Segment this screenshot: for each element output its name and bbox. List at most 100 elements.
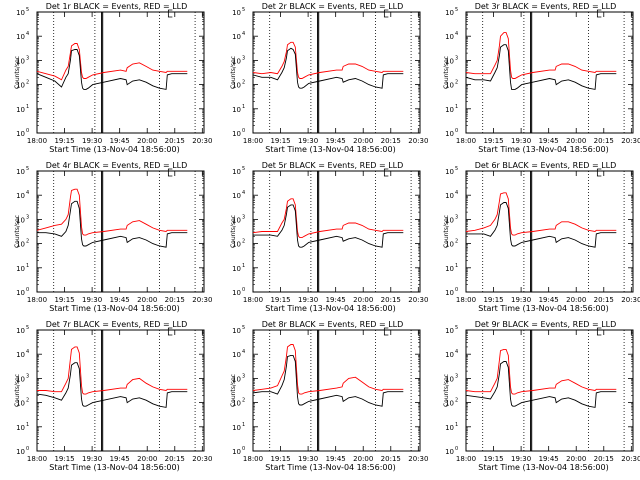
y-tick-exponent: 0: [26, 128, 29, 134]
x-tick-label: 19:30: [511, 137, 531, 145]
lld-series-line: [465, 348, 617, 395]
x-tick-label: 19:15: [270, 455, 290, 463]
events-series-line: [37, 200, 188, 248]
x-tick-label: 20:00: [566, 455, 586, 463]
y-tick-label: 10: [16, 400, 25, 408]
y-tick-label: 10: [445, 106, 454, 114]
y-tick-label: 10: [16, 351, 25, 359]
y-tick-label: 10: [232, 351, 241, 359]
y-tick-label: 10: [445, 130, 454, 138]
x-tick-label: 19:45: [110, 296, 130, 304]
plot-frame: [252, 11, 421, 134]
x-axis-label: Start Time (13-Nov-04 18:56:00): [265, 463, 395, 472]
y-tick-label: 10: [16, 375, 25, 383]
y-tick-exponent: 1: [242, 263, 245, 269]
y-tick-label: 10: [445, 82, 454, 90]
y-tick-label: 10: [232, 289, 241, 297]
y-tick-label: 10: [16, 130, 25, 138]
y-tick-exponent: 0: [242, 128, 245, 134]
y-tick-exponent: 3: [455, 373, 458, 379]
y-tick-label: 10: [232, 130, 241, 138]
y-tick-label: 10: [445, 448, 454, 456]
lld-series-line: [252, 41, 404, 79]
y-tick-exponent: 1: [242, 422, 245, 428]
x-tick-label: 20:00: [137, 455, 157, 463]
bracket-mark: [383, 168, 389, 177]
x-tick-label: 20:30: [621, 296, 640, 304]
events-series-line: [465, 44, 617, 90]
y-axis-label: Counts/sec: [443, 56, 450, 89]
x-tick-label: 19:45: [326, 455, 346, 463]
x-tick-label: 20:30: [192, 296, 212, 304]
x-tick-label: 19:30: [298, 296, 318, 304]
y-tick-exponent: 4: [455, 349, 458, 355]
x-tick-label: 19:15: [483, 455, 503, 463]
bracket-mark: [383, 327, 389, 336]
y-tick-exponent: 3: [242, 55, 245, 61]
x-tick-label: 19:45: [539, 296, 559, 304]
y-tick-exponent: 3: [242, 214, 245, 220]
x-tick-label: 20:00: [353, 455, 373, 463]
x-tick-label: 18:00: [243, 455, 263, 463]
y-tick-label: 10: [232, 424, 241, 432]
y-tick-exponent: 2: [455, 80, 458, 86]
x-tick-label: 19:45: [326, 137, 346, 145]
y-tick-exponent: 1: [26, 104, 29, 110]
y-tick-exponent: 5: [242, 7, 245, 13]
x-tick-label: 18:00: [456, 137, 476, 145]
y-tick-exponent: 3: [26, 214, 29, 220]
x-tick-label: 20:15: [594, 296, 614, 304]
x-tick-label: 19:30: [82, 296, 102, 304]
y-tick-exponent: 4: [455, 31, 458, 37]
y-tick-exponent: 2: [242, 80, 245, 86]
x-tick-label: 19:30: [82, 455, 102, 463]
lld-series-line: [252, 344, 404, 395]
x-tick-label: 19:45: [110, 455, 130, 463]
x-tick-label: 20:30: [192, 455, 212, 463]
y-tick-label: 10: [445, 424, 454, 432]
y-tick-exponent: 1: [26, 422, 29, 428]
y-tick-label: 10: [16, 448, 25, 456]
y-tick-label: 10: [232, 375, 241, 383]
panel-title: Det 4r BLACK = Events, RED = LLD: [46, 161, 188, 170]
y-tick-label: 10: [445, 9, 454, 17]
y-tick-exponent: 3: [26, 55, 29, 61]
y-tick-label: 10: [16, 106, 25, 114]
plot-frame: [465, 11, 634, 134]
y-tick-exponent: 1: [455, 104, 458, 110]
panel-title: Det 8r BLACK = Events, RED = LLD: [262, 320, 404, 329]
bracket-mark: [596, 9, 602, 18]
y-tick-label: 10: [232, 57, 241, 65]
plot-frame: [252, 329, 421, 452]
panel-title: Det 9r BLACK = Events, RED = LLD: [475, 320, 617, 329]
x-tick-label: 20:30: [621, 137, 640, 145]
y-tick-exponent: 5: [26, 166, 29, 172]
y-tick-exponent: 5: [26, 7, 29, 13]
y-tick-label: 10: [232, 33, 241, 41]
x-tick-label: 19:15: [54, 296, 74, 304]
y-tick-exponent: 4: [26, 31, 29, 37]
y-tick-label: 10: [16, 168, 25, 176]
plot-frame: [465, 329, 634, 452]
y-tick-exponent: 4: [242, 349, 245, 355]
panel-title: Det 3r BLACK = Events, RED = LLD: [475, 2, 617, 11]
y-tick-exponent: 2: [26, 398, 29, 404]
y-tick-label: 10: [445, 289, 454, 297]
y-tick-exponent: 2: [455, 239, 458, 245]
y-tick-exponent: 5: [455, 325, 458, 331]
x-tick-label: 19:45: [539, 455, 559, 463]
x-tick-label: 19:15: [270, 137, 290, 145]
events-series-line: [252, 354, 404, 407]
y-tick-exponent: 3: [26, 373, 29, 379]
x-tick-label: 20:00: [566, 296, 586, 304]
y-tick-label: 10: [445, 327, 454, 335]
panel-title: Det 2r BLACK = Events, RED = LLD: [262, 2, 404, 11]
y-tick-label: 10: [16, 33, 25, 41]
x-tick-label: 20:15: [594, 455, 614, 463]
x-tick-label: 20:00: [137, 296, 157, 304]
y-tick-exponent: 3: [242, 373, 245, 379]
y-tick-label: 10: [16, 265, 25, 273]
y-tick-label: 10: [232, 241, 241, 249]
